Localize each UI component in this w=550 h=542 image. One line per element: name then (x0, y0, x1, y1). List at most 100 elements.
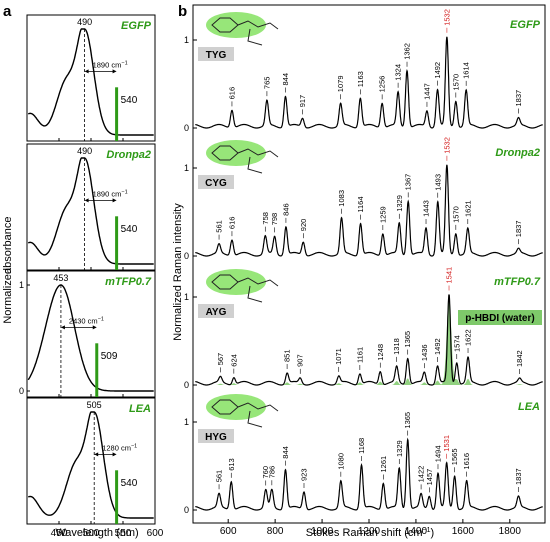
absorbance-ylabel-left: Normalized (2, 268, 14, 324)
raman-protein-label: mTFP0.7 (494, 276, 541, 288)
raman-peak-label: 1621 (463, 200, 472, 217)
raman-protein-label: LEA (518, 401, 540, 413)
absorbance-frame (26, 14, 156, 142)
raman-peak-label: 765 (262, 77, 271, 90)
raman-spectrum-mtfp0.7: p-HBDI (water) 567 624 851 907 1071 1161 1248 13… (184, 267, 543, 390)
absorbance-panel-egfp: 1890 cm−1 490 540 EGFP (26, 14, 156, 142)
chromophore-name: HYG (205, 432, 227, 443)
raman-peak-label: 1083 (337, 190, 346, 207)
absorbance-frame (26, 397, 156, 525)
raman-peak-label: 1570 (451, 206, 460, 223)
raman-peak-label: 1079 (336, 76, 345, 93)
raman-peak-label: 907 (296, 354, 305, 367)
raman-curve (195, 36, 543, 129)
raman-peak-label: 561 (215, 470, 224, 483)
raman-x-tick-label: 800 (267, 526, 284, 537)
emission-wavelength-label: 540 (121, 95, 138, 106)
raman-y-tick-label: 1 (184, 163, 189, 173)
stokes-arrow-head-right (92, 325, 97, 330)
raman-peak-label: 923 (300, 468, 309, 481)
chromophore-name: CYG (205, 178, 227, 189)
stokes-shift-unit: −1 (121, 189, 127, 195)
raman-peak-label: 1443 (422, 200, 431, 217)
raman-peak-label: 844 (281, 446, 290, 459)
raman-peak-label: 917 (298, 95, 307, 108)
raman-peak-label: 1574 (452, 335, 461, 352)
raman-peak-label: 1168 (357, 438, 366, 454)
raman-peak-label: 613 (227, 458, 236, 471)
raman-y-tick-label: 0 (184, 505, 189, 515)
raman-peak-label: 1329 (395, 440, 404, 457)
raman-peak-label: 1164 (356, 196, 365, 212)
chromophore-glow (206, 12, 266, 38)
chromophore-structure: AYG (198, 269, 279, 318)
raman-peak-label: 1565 (450, 449, 459, 466)
stokes-arrow-head-right (112, 452, 117, 457)
raman-peak-label: 1436 (420, 344, 429, 361)
raman-peak-label: 1614 (462, 62, 471, 79)
raman-y-tick-label: 0 (184, 251, 189, 261)
raman-peak-label: 1071 (334, 348, 343, 365)
absorbance-curve (27, 411, 154, 519)
raman-y-tick-label: 1 (184, 417, 189, 427)
absorbance-panel-mtfp0.7: 2430 cm−1 453 509 mTFP0.7 0 1 (19, 270, 156, 398)
raman-peak-label: 1541 (445, 267, 454, 284)
raman-peak-label: 1161 (355, 347, 364, 363)
protein-name-label: EGFP (121, 20, 152, 32)
raman-peak-label: 1532 (442, 137, 451, 154)
raman-peak-label: 1080 (336, 453, 345, 470)
raman-peak-label: 1493 (433, 174, 442, 191)
y-tick-label: 1 (19, 280, 24, 290)
raman-peak-label: 1329 (395, 195, 404, 212)
raman-peak-label: 798 (270, 213, 279, 226)
chromophore-name: TYG (206, 50, 227, 61)
raman-x-tick-label: 1000 (311, 526, 334, 537)
chromophore-chip (198, 47, 234, 61)
emission-wavelength-label: 540 (121, 478, 138, 489)
absorbance-curve (27, 28, 154, 136)
raman-y-tick-label: 0 (184, 123, 189, 133)
stokes-arrow-head-left (84, 198, 89, 203)
raman-peak-label: 616 (228, 217, 237, 230)
raman-ylabel: Normalized Raman intensity (172, 203, 184, 341)
absorbance-curve (27, 157, 154, 265)
chromophore-bonds (211, 399, 279, 428)
chromophore-glow (206, 140, 266, 166)
chromophore-structure: CYG (198, 140, 279, 189)
raman-curve (195, 437, 543, 511)
emission-wavelength-label: 540 (121, 224, 138, 235)
raman-peak-label: 1837 (514, 90, 523, 107)
absorbance-panels: 1890 cm−1 490 540 EGFP 1890 cm−1 490 540 Dronpa… (19, 14, 164, 539)
chromophore-bonds (211, 145, 279, 174)
raman-peak-label: 1163 (356, 71, 365, 87)
phbdi-legend-label: p-HBDI (water) (465, 313, 534, 324)
absorbance-frame (26, 270, 156, 398)
x-tick-label: 450 (51, 528, 68, 539)
stokes-shift-label: 1890 cm−1 (93, 60, 128, 69)
chromophore-glow (206, 394, 266, 420)
raman-x-tick-label: 1800 (499, 526, 522, 537)
peak-wavelength-label: 505 (87, 400, 102, 410)
raman-peak-label: 1365 (403, 331, 412, 348)
raman-peak-label: 1318 (392, 338, 401, 355)
stokes-shift-label: 2430 cm−1 (69, 316, 104, 325)
stokes-shift-label: 1280 cm−1 (102, 443, 137, 452)
raman-y-tick-label: 1 (184, 35, 189, 45)
x-tick-label: 500 (83, 528, 100, 539)
raman-peak-label: 624 (229, 354, 238, 367)
stokes-shift-unit: −1 (131, 443, 137, 449)
absorbance-frame (26, 143, 156, 271)
emission-wavelength-label: 509 (101, 351, 118, 362)
raman-peak-label: 1494 (434, 446, 443, 463)
raman-peak-label: 1365 (403, 412, 412, 429)
stokes-arrow-head-left (60, 325, 65, 330)
raman-protein-label: Dronpa2 (495, 147, 540, 159)
raman-peak-label: 760 (261, 466, 270, 479)
stokes-arrow-head-right (112, 198, 117, 203)
raman-peak-label: 758 (261, 212, 270, 225)
raman-peak-label: 851 (283, 349, 292, 362)
raman-y-tick-label: 0 (184, 380, 189, 390)
